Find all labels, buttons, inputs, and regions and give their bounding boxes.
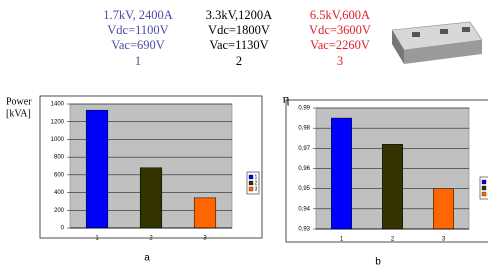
spec-text: Vdc=3600V <box>309 23 371 37</box>
spec-text: 6.5kV,600A <box>310 8 370 22</box>
bar <box>194 198 216 228</box>
y-axis-label: η <box>283 91 290 106</box>
legend-swatch <box>249 187 253 191</box>
y-tick-label: 600 <box>54 172 65 178</box>
y-tick-label: 0,95 <box>298 186 310 192</box>
spec-text: Vdc=1100V <box>107 23 168 37</box>
bar <box>140 168 162 228</box>
spec-text: 3 <box>337 54 343 68</box>
y-tick-label: 0,96 <box>298 166 310 172</box>
y-tick-label: 200 <box>54 208 65 214</box>
bar <box>382 144 402 229</box>
module-image <box>392 22 482 64</box>
y-tick-label: 0,93 <box>298 227 310 233</box>
y-tick-label: 0,98 <box>298 126 310 132</box>
y-tick-label: 0,99 <box>298 106 310 112</box>
legend-swatch <box>249 181 253 185</box>
spec-text: 3.3kV,1200A <box>206 8 272 22</box>
legend-swatch <box>482 192 486 196</box>
bar <box>86 110 108 228</box>
y-tick-label: 0,94 <box>298 206 310 212</box>
y-tick-label: 400 <box>54 190 65 196</box>
legend-label: 3 <box>255 186 258 192</box>
y-tick-label: 1400 <box>51 102 65 108</box>
spec-text: Vdc=1800V <box>208 23 270 37</box>
legend-swatch <box>482 186 486 190</box>
y-tick-label: 800 <box>54 155 65 161</box>
y-axis-label: [kVA] <box>6 108 31 119</box>
spec-text: Vac=690V <box>111 38 165 52</box>
y-tick-label: 1200 <box>51 119 65 125</box>
bar <box>331 118 351 229</box>
y-axis-label: Power <box>6 96 32 107</box>
spec-text: Vac=1130V <box>209 38 268 52</box>
legend-swatch <box>482 180 486 184</box>
y-tick-label: 1000 <box>51 137 65 143</box>
spec-text: 2 <box>236 54 242 68</box>
bar <box>433 189 453 229</box>
spec-text: 1 <box>135 54 141 68</box>
chart-caption: a <box>144 253 150 264</box>
spec-text: 1.7kV, 2400A <box>103 8 173 22</box>
chart-caption: b <box>375 257 381 268</box>
y-tick-label: 0,97 <box>298 146 310 152</box>
spec-text: Vac=2260V <box>310 38 370 52</box>
legend-swatch <box>249 175 253 179</box>
figure: 1.7kV, 2400AVdc=1100VVac=690V 1 3.3kV,1200… <box>0 0 488 269</box>
